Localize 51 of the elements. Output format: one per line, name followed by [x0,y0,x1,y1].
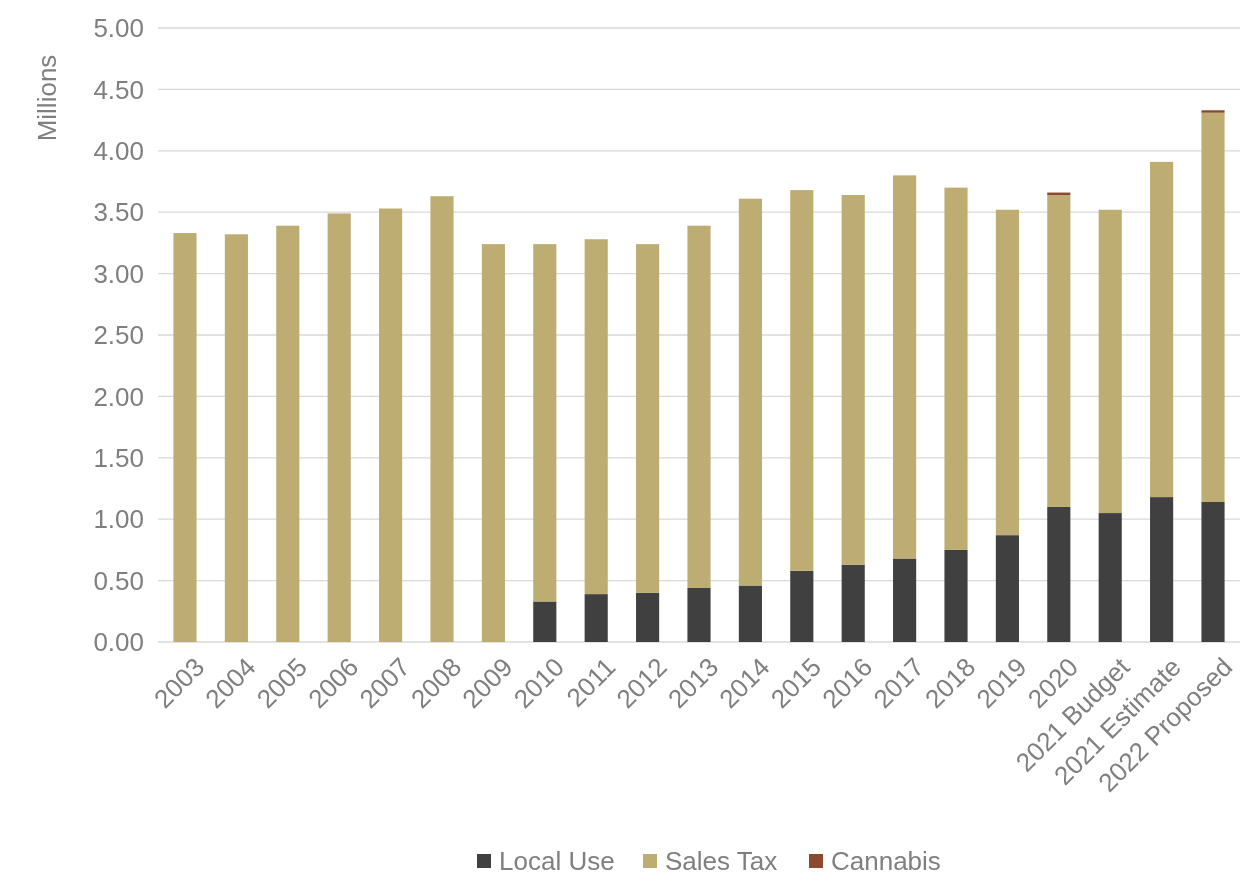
bar [944,187,968,550]
bar [995,209,1019,536]
y-axis-title: Millions [32,54,62,142]
bar [687,225,711,588]
bar [533,601,557,642]
bar [1098,513,1122,642]
y-tick-label: 2.50 [93,320,144,351]
bar [1098,209,1122,514]
bar [893,175,917,559]
bar [584,239,608,595]
y-tick-label: 4.00 [93,135,144,166]
bar [636,592,660,642]
bar [1150,161,1174,498]
y-tick-label: 2.00 [93,381,144,412]
bar [841,564,865,642]
bar [430,196,454,642]
bar [173,233,197,642]
bar [944,549,968,642]
y-tick-label: 1.50 [93,442,144,473]
bar [1201,112,1225,503]
bar [995,535,1019,642]
legend-label: Sales Tax [665,846,778,877]
bar [1047,195,1071,507]
y-tick-label: 5.00 [93,13,144,44]
bar [1201,110,1225,113]
bar [1047,506,1071,642]
bar [738,198,762,586]
y-tick-label: 0.50 [93,565,144,596]
bar [1201,502,1225,642]
bar [790,190,814,571]
bar [533,244,557,602]
bar [327,213,351,642]
bar [636,244,660,593]
bar [481,244,505,642]
bar [379,208,403,642]
bar [276,225,300,642]
bar [738,585,762,642]
bar [841,195,865,565]
y-tick-label: 0.00 [93,627,144,658]
legend-label: Cannabis [831,846,941,877]
bar [584,594,608,642]
bar [893,558,917,642]
bar [224,234,248,642]
y-tick-label: 3.50 [93,197,144,228]
y-tick-label: 1.00 [93,504,144,535]
bar [790,570,814,642]
y-tick-label: 4.50 [93,74,144,105]
bar [687,587,711,642]
y-tick-label: 3.00 [93,258,144,289]
bar [1150,497,1174,642]
legend-label: Local Use [499,846,615,877]
